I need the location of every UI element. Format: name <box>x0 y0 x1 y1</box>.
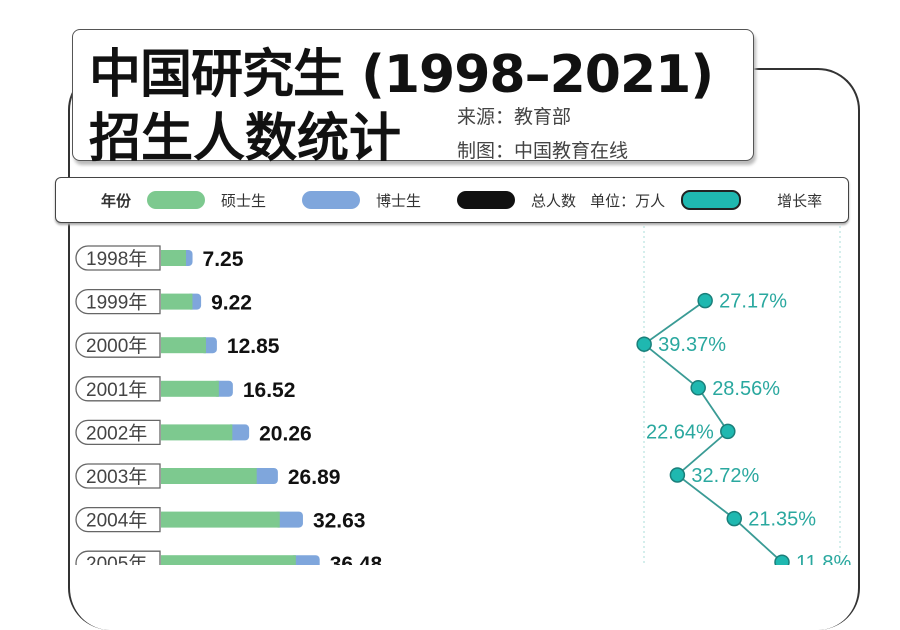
bar-master <box>161 555 296 565</box>
year-pill <box>75 419 161 446</box>
chart-svg: 1998年 7.25 1999年 9.22 2000年 12.85 2001年 16.52 20… <box>75 226 851 565</box>
bar-master <box>161 511 280 528</box>
growth-point <box>636 336 652 352</box>
growth-point <box>697 292 713 309</box>
maker-text: 制图：中国教育在线 <box>457 140 629 162</box>
growth-point <box>726 510 742 527</box>
growth-label: 32.72% <box>691 465 759 487</box>
year-pill <box>75 376 161 402</box>
total-label: 26.89 <box>288 466 341 489</box>
growth-point <box>690 380 706 396</box>
bar-master <box>161 337 206 354</box>
year-label: 1999年 <box>86 292 147 314</box>
growth-point <box>720 423 736 440</box>
growth-label: 28.56% <box>712 378 780 400</box>
year-pill <box>75 506 161 533</box>
growth-label: 27.17% <box>719 291 787 313</box>
title-box: 中国研究生 (1998–2021) 招生人数统计 来源：教育部 制图：中国教育在… <box>72 29 754 169</box>
year-label: 2003年 <box>86 466 147 488</box>
legend-master-swatch <box>147 191 206 209</box>
legend: 年份 硕士生 博士生 总人数 单位：万人 增长率 <box>55 177 849 223</box>
title-line-2: 招生人数统计 <box>89 109 402 169</box>
growth-label: 11.8% <box>796 552 851 565</box>
bar-doctor <box>273 511 303 528</box>
legend-doctor: 博士生 <box>376 191 422 210</box>
bar-doctor <box>250 468 278 484</box>
legend-growth-swatch <box>681 190 742 210</box>
title-line-1: 中国研究生 (1998–2021) <box>89 45 714 105</box>
year-label: 2001年 <box>86 379 147 401</box>
year-label: 1998年 <box>86 248 147 270</box>
total-label: 16.52 <box>243 379 296 402</box>
legend-total: 总人数 <box>531 191 577 210</box>
growth-label: 22.64% <box>646 421 714 443</box>
year-pill <box>75 463 161 489</box>
growth-point <box>669 467 686 483</box>
legend-master: 硕士生 <box>221 191 267 210</box>
total-label: 36.48 <box>330 553 383 565</box>
year-label: 2004年 <box>86 510 147 532</box>
year-pill <box>75 245 161 271</box>
source-text: 来源：教育部 <box>457 106 572 128</box>
total-label: 12.85 <box>227 335 280 358</box>
year-pill <box>75 288 161 315</box>
bar-master <box>161 250 187 266</box>
legend-unit: 单位：万人 <box>590 191 666 210</box>
legend-doctor-swatch <box>302 191 361 209</box>
bar-master <box>161 380 219 397</box>
growth-label: 21.35% <box>748 509 816 531</box>
bar-master <box>161 424 233 441</box>
total-label: 32.63 <box>313 510 366 533</box>
total-label: 9.22 <box>211 292 252 315</box>
bar-master <box>161 468 257 484</box>
growth-label: 39.37% <box>658 334 726 356</box>
bar-doctor <box>289 555 320 565</box>
year-label: 2005年 <box>86 553 147 565</box>
legend-year: 年份 <box>101 191 132 210</box>
bar-master <box>161 293 193 310</box>
legend-growth: 增长率 <box>777 191 823 210</box>
year-label: 2000年 <box>86 335 147 357</box>
legend-total-swatch <box>457 191 516 209</box>
growth-point <box>774 554 790 565</box>
total-label: 7.25 <box>203 248 244 271</box>
year-label: 2002年 <box>86 422 147 444</box>
total-label: 20.26 <box>259 422 312 445</box>
year-pill <box>75 332 161 358</box>
